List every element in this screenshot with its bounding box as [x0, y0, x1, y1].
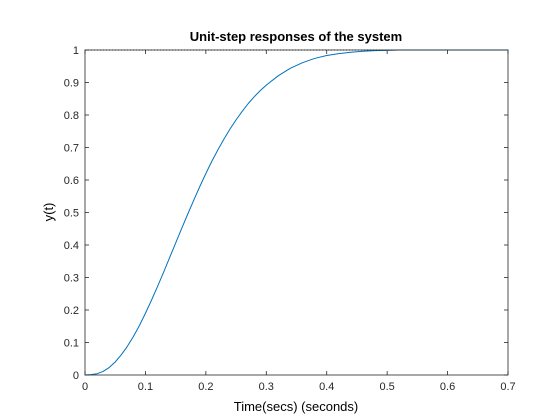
y-tick-label: 0.3	[64, 273, 79, 285]
x-tick-label: 0.7	[500, 381, 515, 393]
y-tick-label: 0.9	[64, 78, 79, 90]
x-tick-label: 0.2	[198, 381, 213, 393]
series-line-0	[84, 49, 509, 376]
y-axis-label: y(t)	[41, 203, 56, 222]
y-tick-label: 0.5	[64, 208, 79, 220]
x-tick-label: 0	[82, 381, 88, 393]
x-tick-label: 0.5	[379, 381, 394, 393]
plot-area-background	[85, 50, 508, 375]
y-tick-label: 0.6	[64, 175, 79, 187]
y-tick-label: 0.2	[64, 305, 79, 317]
x-tick-label: 0.4	[319, 381, 334, 393]
y-tick-label: 0.8	[64, 110, 79, 122]
x-tick-label: 0.3	[259, 381, 274, 393]
x-axis-label: Time(secs) (seconds)	[234, 399, 358, 414]
y-tick-label: 1	[73, 45, 79, 57]
y-tick-label: 0.7	[64, 143, 79, 155]
y-tick-label: 0.4	[64, 240, 79, 252]
chart-title: Unit-step responses of the system	[190, 29, 402, 44]
series-layer	[84, 49, 509, 376]
ticks-layer: 0 0.1 0.2 0.3 0.4 0.5 0.6 0.7 0 0.1 0.2 0.3 0.4 0.5 0.…	[64, 45, 516, 393]
plot-area-border	[84, 49, 509, 376]
y-tick-label: 0	[73, 370, 79, 382]
x-tick-label: 0.1	[138, 381, 153, 393]
x-tick-label: 0.6	[440, 381, 455, 393]
y-tick-label: 0.1	[64, 338, 79, 350]
